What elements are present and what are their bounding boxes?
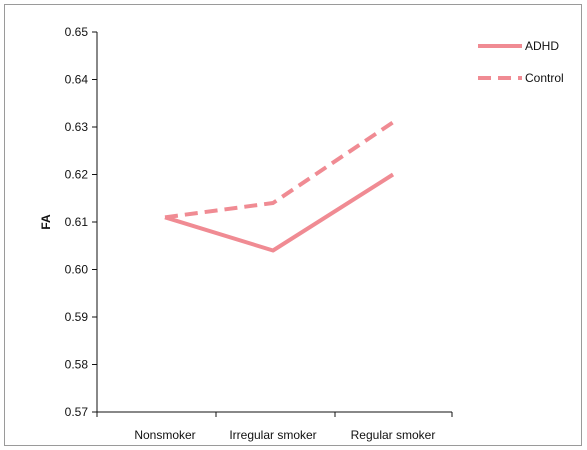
y-tick-label: 0.65 xyxy=(65,25,89,39)
y-axis-title: FA xyxy=(39,214,53,230)
series-layer xyxy=(164,120,395,253)
x-tick-label: Regular smoker xyxy=(351,428,436,442)
series-line-adhd xyxy=(164,172,395,253)
y-tick-label: 0.64 xyxy=(65,73,89,87)
legend: ADHD Control xyxy=(478,39,564,85)
y-tick-label: 0.62 xyxy=(65,168,89,182)
y-tick-label: 0.60 xyxy=(65,263,89,277)
y-tick-label: 0.63 xyxy=(65,120,89,134)
x-axis: Nonsmoker Irregular smoker Regular smoker xyxy=(96,411,453,442)
y-tick-label: 0.61 xyxy=(65,215,89,229)
y-axis: 0.57 0.58 0.59 0.60 0.61 0.62 0.63 0.64 0.65 xyxy=(65,25,98,419)
y-tick-label: 0.59 xyxy=(65,310,89,324)
x-tick-label: Irregular smoker xyxy=(229,428,316,442)
y-tick-label: 0.58 xyxy=(65,358,89,372)
x-tick-label: Nonsmoker xyxy=(134,428,195,442)
series-line-control xyxy=(164,120,395,220)
legend-label-adhd: ADHD xyxy=(525,39,559,53)
legend-label-control: Control xyxy=(525,71,564,85)
y-tick-label: 0.57 xyxy=(65,405,89,419)
